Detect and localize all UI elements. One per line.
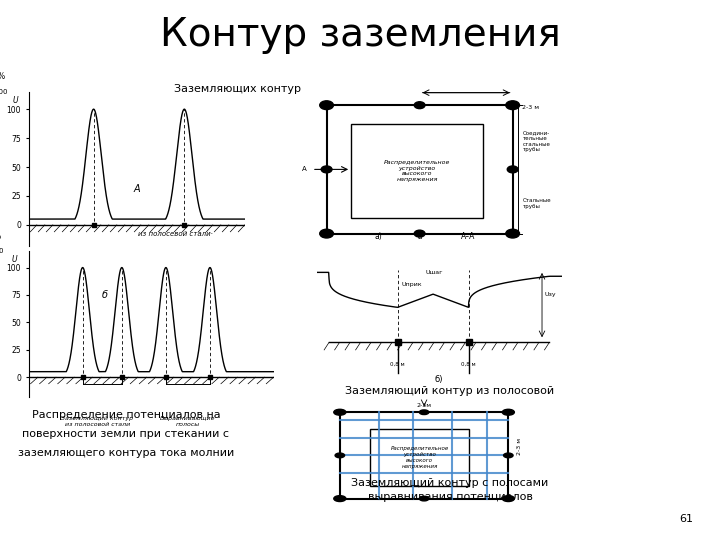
Text: 2-3м: 2-3м: [417, 403, 431, 408]
Circle shape: [503, 496, 514, 502]
Text: выравнивания потенциалов: выравнивания потенциалов: [368, 492, 532, 503]
Text: Выравнивающие
полосы: Выравнивающие полосы: [160, 416, 216, 427]
Text: А: А: [302, 166, 307, 172]
Circle shape: [414, 102, 425, 109]
Text: 2-3 м: 2-3 м: [523, 105, 539, 110]
Text: Заземляющий контур
из полосовой стали: Заземляющий контур из полосовой стали: [101, 266, 173, 276]
Text: б): б): [435, 375, 444, 384]
Text: Заземляющий контур из полосовой: Заземляющий контур из полосовой: [346, 386, 554, 396]
Text: U: U: [12, 255, 17, 265]
Circle shape: [503, 409, 514, 415]
Text: А: А: [133, 185, 140, 194]
Circle shape: [334, 496, 346, 502]
Circle shape: [505, 101, 520, 110]
Bar: [340, 412, 508, 498]
Circle shape: [508, 166, 518, 173]
Text: Заземляющий контур с полосами: Заземляющий контур с полосами: [351, 478, 549, 488]
Circle shape: [321, 166, 332, 173]
Text: Uшаг: Uшаг: [426, 270, 443, 275]
Circle shape: [334, 409, 346, 415]
Circle shape: [419, 410, 429, 415]
Circle shape: [503, 453, 513, 458]
Text: U: U: [13, 97, 19, 105]
Circle shape: [414, 230, 425, 237]
Text: 2-3 м: 2-3 м: [517, 438, 522, 455]
Circle shape: [320, 229, 333, 238]
Text: Uприк: Uприк: [402, 282, 423, 287]
Text: из полосевой стали·: из полосевой стали·: [138, 231, 213, 237]
Text: Uзу: Uзу: [544, 292, 556, 298]
Circle shape: [335, 453, 345, 458]
Text: 61: 61: [680, 514, 693, 524]
Text: 100: 100: [0, 248, 4, 254]
Text: Соедини-
тельные
стальные
трубы: Соедини- тельные стальные трубы: [523, 130, 550, 152]
Text: А–А: А–А: [462, 232, 476, 241]
Text: Распределение потенциалов на: Распределение потенциалов на: [32, 410, 220, 421]
Text: Стальные
трубы: Стальные трубы: [523, 199, 551, 209]
Text: 0,8 м: 0,8 м: [462, 362, 476, 367]
Text: 100: 100: [0, 89, 7, 94]
Text: поверхности земли при стекании с: поверхности земли при стекании с: [22, 429, 230, 440]
Text: 0,8 м: 0,8 м: [390, 362, 405, 367]
Text: Заземляющий контур
из полосовой стали: Заземляющий контур из полосовой стали: [61, 416, 133, 427]
Text: заземляющего контура тока молнии: заземляющего контура тока молнии: [18, 448, 234, 458]
Text: Распределительное
устройство
высокого
напряжения: Распределительное устройство высокого на…: [384, 160, 450, 182]
Bar: [327, 105, 513, 234]
Text: Распределительное
устройство
высокого
напряжения: Распределительное устройство высокого на…: [391, 447, 449, 469]
Circle shape: [505, 229, 520, 238]
Text: Заземляющих контур: Заземляющих контур: [174, 84, 301, 94]
Circle shape: [320, 101, 333, 110]
Text: %: %: [0, 72, 4, 81]
Text: б: б: [102, 290, 108, 300]
Text: Контур заземления: Контур заземления: [160, 16, 560, 54]
Bar: [351, 124, 483, 218]
Circle shape: [419, 496, 429, 501]
Text: а: а: [418, 232, 422, 241]
Text: а): а): [374, 232, 382, 241]
Bar: [370, 429, 469, 486]
